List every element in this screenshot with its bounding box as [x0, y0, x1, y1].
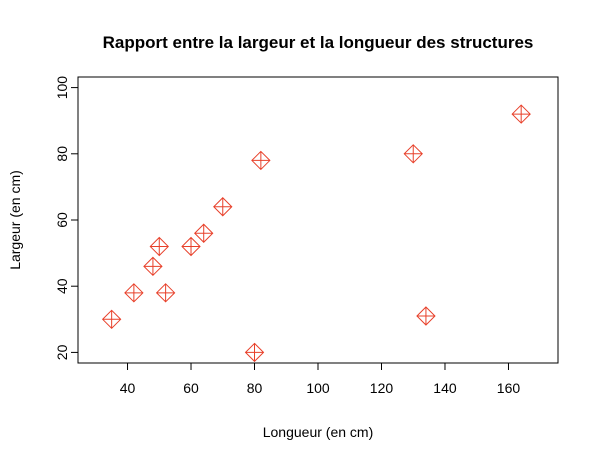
y-tick-label: 100	[54, 76, 70, 100]
point	[244, 342, 265, 363]
x-tick-label: 160	[497, 380, 521, 396]
point	[511, 104, 531, 124]
plot-frame	[77, 76, 559, 364]
y-tick-label: 80	[54, 146, 70, 162]
x-tick-label: 120	[370, 380, 394, 396]
y-axis-label: Largeur (en cm)	[7, 170, 23, 270]
x-tick-label: 140	[433, 380, 457, 396]
point	[416, 306, 436, 326]
point	[101, 309, 122, 330]
x-axis-label: Longueur (en cm)	[263, 424, 374, 440]
y-tick-label: 20	[54, 344, 70, 360]
x-tick-label: 100	[306, 380, 330, 396]
point	[403, 144, 423, 164]
point	[124, 283, 144, 303]
x-tick-label: 40	[120, 380, 136, 396]
point	[213, 197, 233, 217]
point	[143, 256, 163, 277]
x-tick-label: 80	[247, 380, 263, 396]
y-tick-label: 60	[54, 212, 70, 228]
chart-title: Rapport entre la largeur et la longueur …	[103, 33, 534, 52]
point	[149, 236, 169, 257]
y-tick-label: 40	[54, 278, 70, 294]
point	[155, 283, 176, 303]
point	[181, 236, 201, 257]
x-tick-label: 60	[183, 380, 199, 396]
point	[194, 223, 214, 243]
point	[251, 150, 271, 171]
